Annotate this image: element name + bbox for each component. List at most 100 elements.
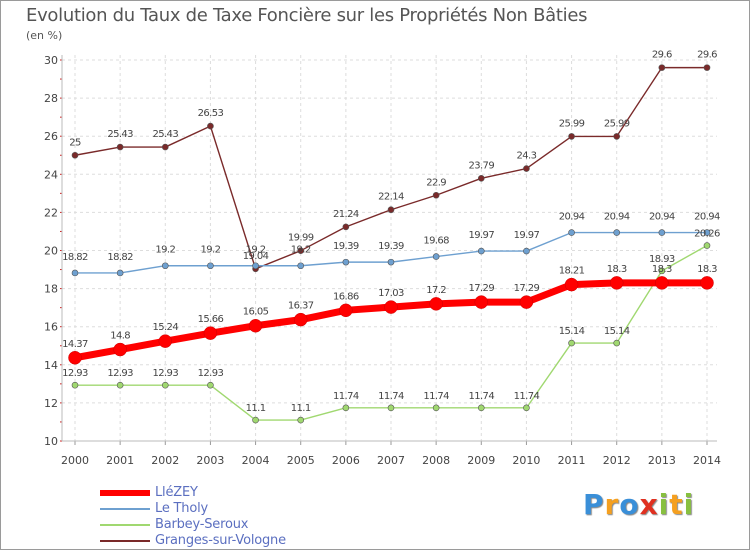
data-point — [477, 247, 485, 255]
data-point — [342, 258, 350, 266]
data-label: 12.93 — [198, 368, 224, 379]
data-point — [342, 404, 350, 412]
data-label: 18.3 — [697, 264, 717, 275]
x-tick-label: 2007 — [377, 454, 405, 467]
data-point — [297, 247, 305, 254]
legend-swatch-granges-sur-vologne — [100, 540, 150, 542]
y-tick-label: 28 — [44, 92, 58, 105]
data-point — [116, 381, 124, 389]
data-label: 19.04 — [243, 251, 269, 262]
data-label: 14.8 — [110, 331, 130, 342]
data-point — [568, 133, 575, 140]
data-point — [658, 229, 666, 236]
logo-letter: r — [604, 488, 620, 521]
data-point — [703, 64, 711, 71]
y-tick-label: 12 — [44, 397, 58, 410]
data-point — [700, 276, 714, 290]
data-label: 15.14 — [559, 326, 585, 337]
x-tick-label: 2001 — [106, 454, 134, 467]
data-label: 19.97 — [514, 230, 540, 241]
data-point — [429, 297, 443, 311]
data-point — [293, 312, 308, 327]
data-point — [203, 326, 218, 340]
x-tick-label: 2013 — [648, 454, 676, 467]
data-label: 15.14 — [604, 326, 630, 337]
series-lines — [68, 64, 714, 424]
data-label: 21.24 — [333, 209, 359, 220]
data-point — [613, 133, 621, 140]
legend-swatch-barbey-seroux — [100, 524, 150, 526]
data-point — [248, 318, 263, 333]
logo-letter: x — [639, 488, 659, 521]
x-tick-label: 2014 — [693, 454, 721, 467]
data-point — [523, 165, 530, 172]
data-label: 11.74 — [378, 391, 404, 402]
chart-title: Evolution du Taux de Taxe Foncière sur l… — [26, 5, 588, 26]
data-point — [161, 262, 169, 270]
data-label: 17.29 — [468, 283, 494, 294]
data-label: 19.2 — [291, 245, 311, 256]
data-label: 20.94 — [559, 212, 585, 223]
proxiti-logo: Proxiti — [583, 488, 694, 521]
data-point — [71, 381, 79, 389]
data-point — [207, 262, 214, 270]
data-point — [116, 143, 124, 151]
data-point — [68, 351, 82, 365]
data-labels: 25 25.43 25.43 26.53 19.04 19.99 21.24 22.14 22.… — [62, 50, 720, 414]
x-tick-label: 2010 — [512, 454, 540, 467]
data-label: 16.05 — [243, 307, 269, 318]
y-tick-label: 30 — [44, 54, 58, 67]
data-point — [613, 339, 621, 347]
data-label: 18.93 — [649, 254, 675, 265]
data-label: 11.74 — [423, 391, 449, 402]
x-tick-label: 2008 — [422, 454, 450, 467]
legend-label: Granges-sur-Vologne — [155, 533, 286, 548]
data-label: 23.79 — [468, 160, 494, 171]
data-label: 11.74 — [514, 391, 540, 402]
x-tick-label: 2002 — [151, 454, 179, 467]
data-point — [703, 229, 711, 236]
data-label: 17.2 — [426, 285, 446, 296]
data-point — [387, 206, 395, 214]
y-tick-label: 10 — [44, 435, 58, 448]
x-tick-label: 2000 — [61, 454, 89, 467]
data-point — [703, 242, 711, 249]
data-label: 14.37 — [62, 339, 88, 350]
data-point — [252, 416, 259, 424]
data-label: 20.94 — [694, 212, 720, 223]
data-point — [655, 276, 669, 290]
data-point — [252, 262, 259, 270]
logo-letter: P — [583, 488, 605, 521]
data-label: 19.99 — [288, 233, 314, 244]
data-point — [207, 122, 214, 130]
data-point — [71, 151, 79, 159]
data-label: 17.29 — [514, 283, 540, 294]
data-point — [71, 269, 79, 277]
y-tick-label: 14 — [44, 359, 58, 372]
grid — [62, 55, 717, 442]
y-tick-label: 20 — [44, 245, 58, 258]
data-point — [387, 404, 395, 412]
data-point — [297, 262, 305, 270]
data-point — [609, 276, 624, 290]
x-tick-label: 2003 — [196, 454, 224, 467]
data-label: 15.66 — [198, 314, 224, 325]
data-label: 19.97 — [468, 230, 494, 241]
data-point — [474, 295, 489, 309]
y-tick-label: 16 — [44, 321, 58, 334]
data-label: 19.2 — [155, 245, 175, 256]
data-label: 20.94 — [649, 212, 675, 223]
data-label: 19.2 — [246, 245, 266, 256]
data-label: 16.86 — [333, 291, 359, 302]
data-point — [613, 229, 621, 236]
legend-label: Le Tholy — [155, 501, 208, 516]
data-label: 18.3 — [652, 264, 672, 275]
data-label: 19.39 — [333, 241, 359, 252]
data-label: 29.6 — [652, 50, 672, 61]
data-label: 18.3 — [607, 264, 627, 275]
logo-letter: t — [669, 488, 684, 521]
data-point — [161, 381, 169, 389]
legend-swatch-le-tholy — [100, 508, 150, 510]
data-point — [342, 223, 350, 231]
